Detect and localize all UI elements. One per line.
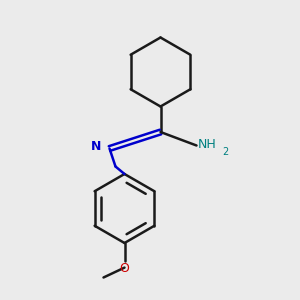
Text: O: O <box>120 262 129 275</box>
Text: NH: NH <box>198 138 217 152</box>
Text: 2: 2 <box>222 147 228 157</box>
Text: N: N <box>91 140 101 154</box>
